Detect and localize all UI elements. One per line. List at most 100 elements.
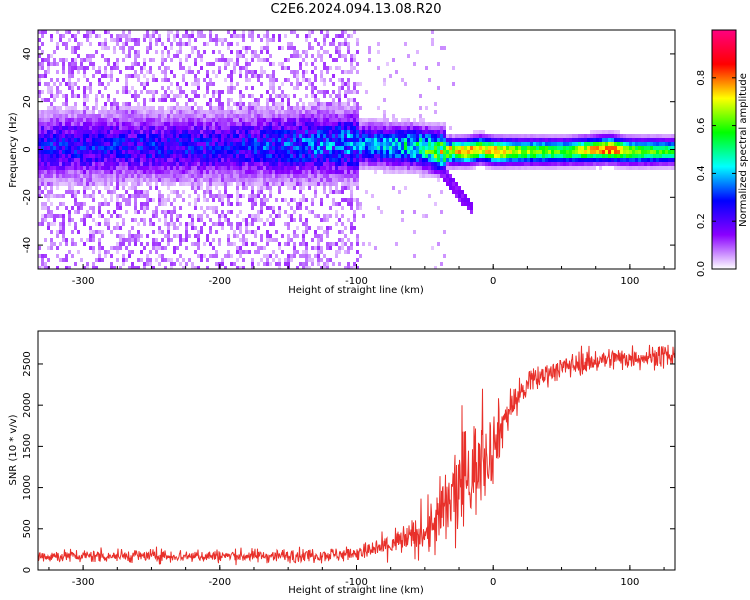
heatmap-cell <box>53 106 56 110</box>
heatmap-cell <box>293 106 296 110</box>
heatmap-cell <box>98 154 101 158</box>
heatmap-cell <box>128 90 131 94</box>
heatmap-cell <box>272 250 275 254</box>
heatmap-cell <box>245 86 248 90</box>
heatmap-cell <box>296 70 299 74</box>
heatmap-cell <box>38 118 41 122</box>
heatmap-cell <box>167 230 170 234</box>
heatmap-cell <box>365 190 368 194</box>
heatmap-cell <box>155 142 158 146</box>
heatmap-cell <box>41 174 44 178</box>
heatmap-cell <box>215 74 218 78</box>
heatmap-cell <box>389 154 392 158</box>
heatmap-cell <box>206 234 209 238</box>
heatmap-cell <box>152 98 155 102</box>
heatmap-cell <box>353 158 356 162</box>
heatmap-cell <box>473 134 476 138</box>
heatmap-cell <box>98 258 101 262</box>
heatmap-cell <box>53 142 56 146</box>
heatmap-cell <box>59 194 62 198</box>
heatmap-cell <box>173 174 176 178</box>
heatmap-cell <box>572 142 575 146</box>
heatmap-cell <box>290 170 293 174</box>
heatmap-cell <box>332 42 335 46</box>
heatmap-cell <box>224 146 227 150</box>
heatmap-cell <box>107 146 110 150</box>
heatmap-cell <box>398 126 401 130</box>
heatmap-cell <box>143 66 146 70</box>
heatmap-cell <box>185 234 188 238</box>
heatmap-cell <box>260 198 263 202</box>
heatmap-cell <box>302 70 305 74</box>
heatmap-cell <box>47 214 50 218</box>
heatmap-cell <box>74 82 77 86</box>
heatmap-cell <box>95 150 98 154</box>
heatmap-cell <box>386 138 389 142</box>
heatmap-cell <box>125 114 128 118</box>
heatmap-cell <box>74 114 77 118</box>
heatmap-cell <box>143 122 146 126</box>
heatmap-cell <box>269 118 272 122</box>
heatmap-cell <box>134 118 137 122</box>
heatmap-cell <box>131 158 134 162</box>
heatmap-cell <box>50 230 53 234</box>
heatmap-cell <box>239 166 242 170</box>
heatmap-cell <box>395 70 398 74</box>
heatmap-cell <box>236 162 239 166</box>
heatmap-cell <box>164 74 167 78</box>
heatmap-cell <box>422 126 425 130</box>
heatmap-cell <box>182 198 185 202</box>
heatmap-cell <box>116 174 119 178</box>
heatmap-cell <box>281 154 284 158</box>
heatmap-cell <box>305 222 308 226</box>
heatmap-cell <box>290 146 293 150</box>
heatmap-cell <box>137 62 140 66</box>
heatmap-cell <box>95 162 98 166</box>
heatmap-cell <box>383 78 386 82</box>
heatmap-cell <box>320 170 323 174</box>
heatmap-cell <box>329 42 332 46</box>
heatmap-cell <box>59 166 62 170</box>
heatmap-cell <box>419 154 422 158</box>
heatmap-cell <box>92 110 95 114</box>
heatmap-cell <box>194 266 197 269</box>
heatmap-cell <box>341 178 344 182</box>
heatmap-cell <box>296 118 299 122</box>
heatmap-cell <box>317 106 320 110</box>
heatmap-cell <box>155 122 158 126</box>
heatmap-cell <box>239 162 242 166</box>
heatmap-cell <box>140 242 143 246</box>
heatmap-cell <box>614 130 617 134</box>
heatmap-cell <box>248 198 251 202</box>
heatmap-cell <box>140 138 143 142</box>
heatmap-cell <box>272 82 275 86</box>
heatmap-cell <box>305 198 308 202</box>
heatmap-cell <box>50 150 53 154</box>
heatmap-cell <box>89 126 92 130</box>
heatmap-cell <box>59 134 62 138</box>
heatmap-cell <box>320 150 323 154</box>
heatmap-cell <box>95 170 98 174</box>
heatmap-cell <box>176 118 179 122</box>
heatmap-cell <box>362 142 365 146</box>
heatmap-cell <box>158 178 161 182</box>
heatmap-cell <box>74 222 77 226</box>
heatmap-cell <box>581 162 584 166</box>
heatmap-cell <box>323 254 326 258</box>
heatmap-cell <box>203 142 206 146</box>
heatmap-cell <box>335 58 338 62</box>
heatmap-cell <box>413 150 416 154</box>
heatmap-cell <box>305 106 308 110</box>
heatmap-cell <box>353 82 356 86</box>
heatmap-cell <box>62 66 65 70</box>
heatmap-cell <box>257 162 260 166</box>
heatmap-cell <box>272 122 275 126</box>
heatmap-cell <box>329 166 332 170</box>
heatmap-cell <box>386 62 389 66</box>
heatmap-cell <box>479 150 482 154</box>
heatmap-cell <box>71 170 74 174</box>
heatmap-cell <box>251 102 254 106</box>
heatmap-cell <box>257 106 260 110</box>
heatmap-cell <box>197 218 200 222</box>
heatmap-cell <box>296 142 299 146</box>
